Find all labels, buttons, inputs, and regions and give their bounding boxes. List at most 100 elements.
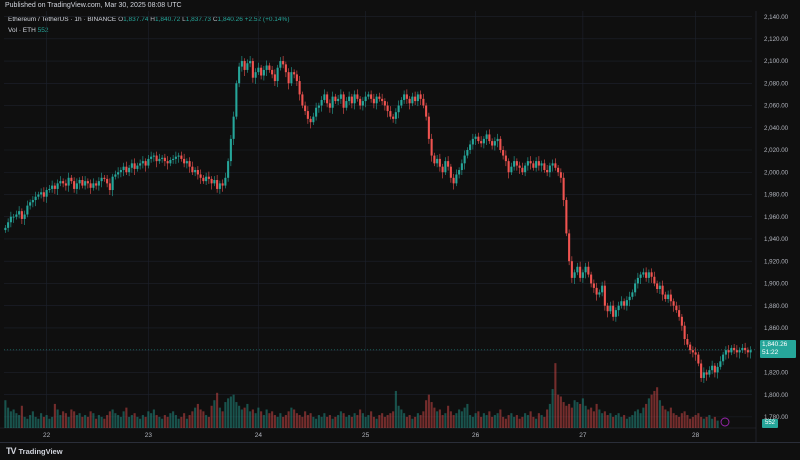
volume-bar [680, 413, 683, 428]
volume-bar [416, 413, 419, 428]
candle-body [686, 339, 689, 345]
volume-bar [210, 405, 213, 428]
candle-body [114, 174, 117, 177]
candle-body [590, 274, 593, 284]
volume-bar [122, 411, 125, 428]
candle-body [719, 361, 722, 367]
volume-bar [196, 403, 199, 428]
candle-body [623, 301, 626, 306]
ohlc-legend: Ethereum / TetherUS · 1h · BINANCE O1,83… [8, 16, 289, 23]
candle-body [708, 370, 711, 375]
candle-body [601, 285, 604, 293]
last-price-tag: 1,840.26 51:22 [760, 340, 796, 358]
last-volume-tag: 552 [762, 419, 778, 428]
volume-bar [592, 411, 595, 428]
volume-bar [639, 413, 642, 428]
volume-bar [389, 413, 392, 428]
candle-body [562, 177, 565, 201]
candle-body [515, 161, 518, 166]
candle-body [150, 156, 153, 159]
volume-bar [554, 363, 557, 428]
y-tick-label: 1,780.00 [764, 414, 789, 421]
volume-bar [290, 407, 293, 428]
volume-bar [12, 409, 15, 428]
volume-bar [609, 413, 612, 428]
candle-body [504, 155, 507, 162]
volume-bar [67, 416, 70, 428]
volume-bar [375, 418, 378, 428]
candle-body [161, 157, 164, 159]
volume-bar [304, 411, 307, 428]
candle-body [246, 63, 249, 70]
volume-legend: Vol · ETH 552 [8, 27, 48, 34]
candle-body [298, 81, 301, 95]
price-chart[interactable]: 1,780.001,800.001,820.001,840.001,860.00… [0, 0, 800, 442]
volume-bar [194, 407, 197, 428]
candle-body [705, 372, 708, 375]
volume-bar [430, 402, 433, 428]
candle-body [689, 344, 692, 351]
volume-bar [603, 411, 606, 428]
close-label: C [212, 16, 218, 23]
y-tick-label: 2,120.00 [764, 36, 789, 43]
volume-bar [141, 415, 144, 428]
candle-body [282, 61, 285, 65]
volume-bar [7, 407, 10, 428]
volume-bar [524, 413, 527, 428]
volume-bar [458, 409, 461, 428]
candle-body [397, 105, 400, 113]
candle-body [554, 163, 557, 168]
candle-body [463, 155, 466, 164]
candle-body [339, 94, 342, 99]
x-tick-label: 22 [43, 432, 51, 439]
volume-bar [383, 416, 386, 428]
volume-bar [397, 405, 400, 428]
candle-body [733, 347, 736, 351]
volume-bar [650, 394, 653, 428]
symbol-label: Ethereum / TetherUS · 1h · BINANCE [8, 16, 117, 23]
volume-bar [166, 416, 169, 428]
candle-body [23, 214, 26, 219]
volume-bar [367, 415, 370, 428]
volume-bar [460, 411, 463, 428]
volume-bar [213, 400, 216, 428]
low-value: 1,837.73 [185, 16, 212, 23]
volume-bar [678, 416, 681, 428]
candle-body [180, 155, 183, 159]
candle-body [548, 165, 551, 173]
candle-body [273, 74, 276, 82]
volume-bar [422, 411, 425, 428]
candle-body [191, 166, 194, 173]
volume-bar [601, 413, 604, 428]
candle-body [257, 67, 260, 73]
candle-body [639, 274, 642, 278]
candle-body [480, 141, 483, 144]
candle-body [235, 83, 238, 117]
tradingview-logo[interactable]: TV TradingView [6, 446, 63, 456]
volume-bar [345, 416, 348, 428]
volume-bar [570, 407, 573, 428]
candle-body [183, 158, 186, 164]
volume-bar [403, 413, 406, 428]
candle-body [147, 158, 150, 166]
candle-body [452, 177, 455, 184]
volume-bar [359, 409, 362, 428]
volume-bar [504, 418, 507, 428]
candle-body [441, 166, 444, 173]
candle-body [260, 67, 263, 76]
candle-body [73, 181, 76, 189]
open-value: 1,837.74 [123, 16, 149, 23]
candle-body [587, 266, 590, 275]
candle-body [573, 272, 576, 278]
candle-body [251, 61, 254, 78]
volume-bar [224, 402, 227, 428]
candle-body [166, 161, 169, 164]
volume-bar [251, 409, 254, 428]
y-tick-label: 2,140.00 [764, 14, 789, 21]
volume-bar [161, 418, 164, 428]
volume-bar [631, 415, 634, 428]
volume-bar [529, 411, 532, 428]
candle-body [213, 180, 216, 184]
candle-body [331, 96, 334, 108]
volume-bar [240, 409, 243, 428]
